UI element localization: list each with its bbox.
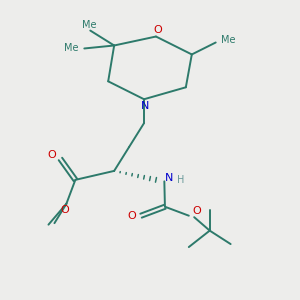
Text: Me: Me [82,20,96,30]
Text: H: H [177,175,184,185]
Text: N: N [140,101,149,111]
Text: Me: Me [64,43,79,53]
Text: Me: Me [221,34,236,44]
Text: O: O [61,205,69,215]
Text: O: O [153,25,162,35]
Text: O: O [47,150,56,161]
Text: O: O [127,211,136,221]
Text: N: N [165,173,173,183]
Text: O: O [192,206,201,216]
